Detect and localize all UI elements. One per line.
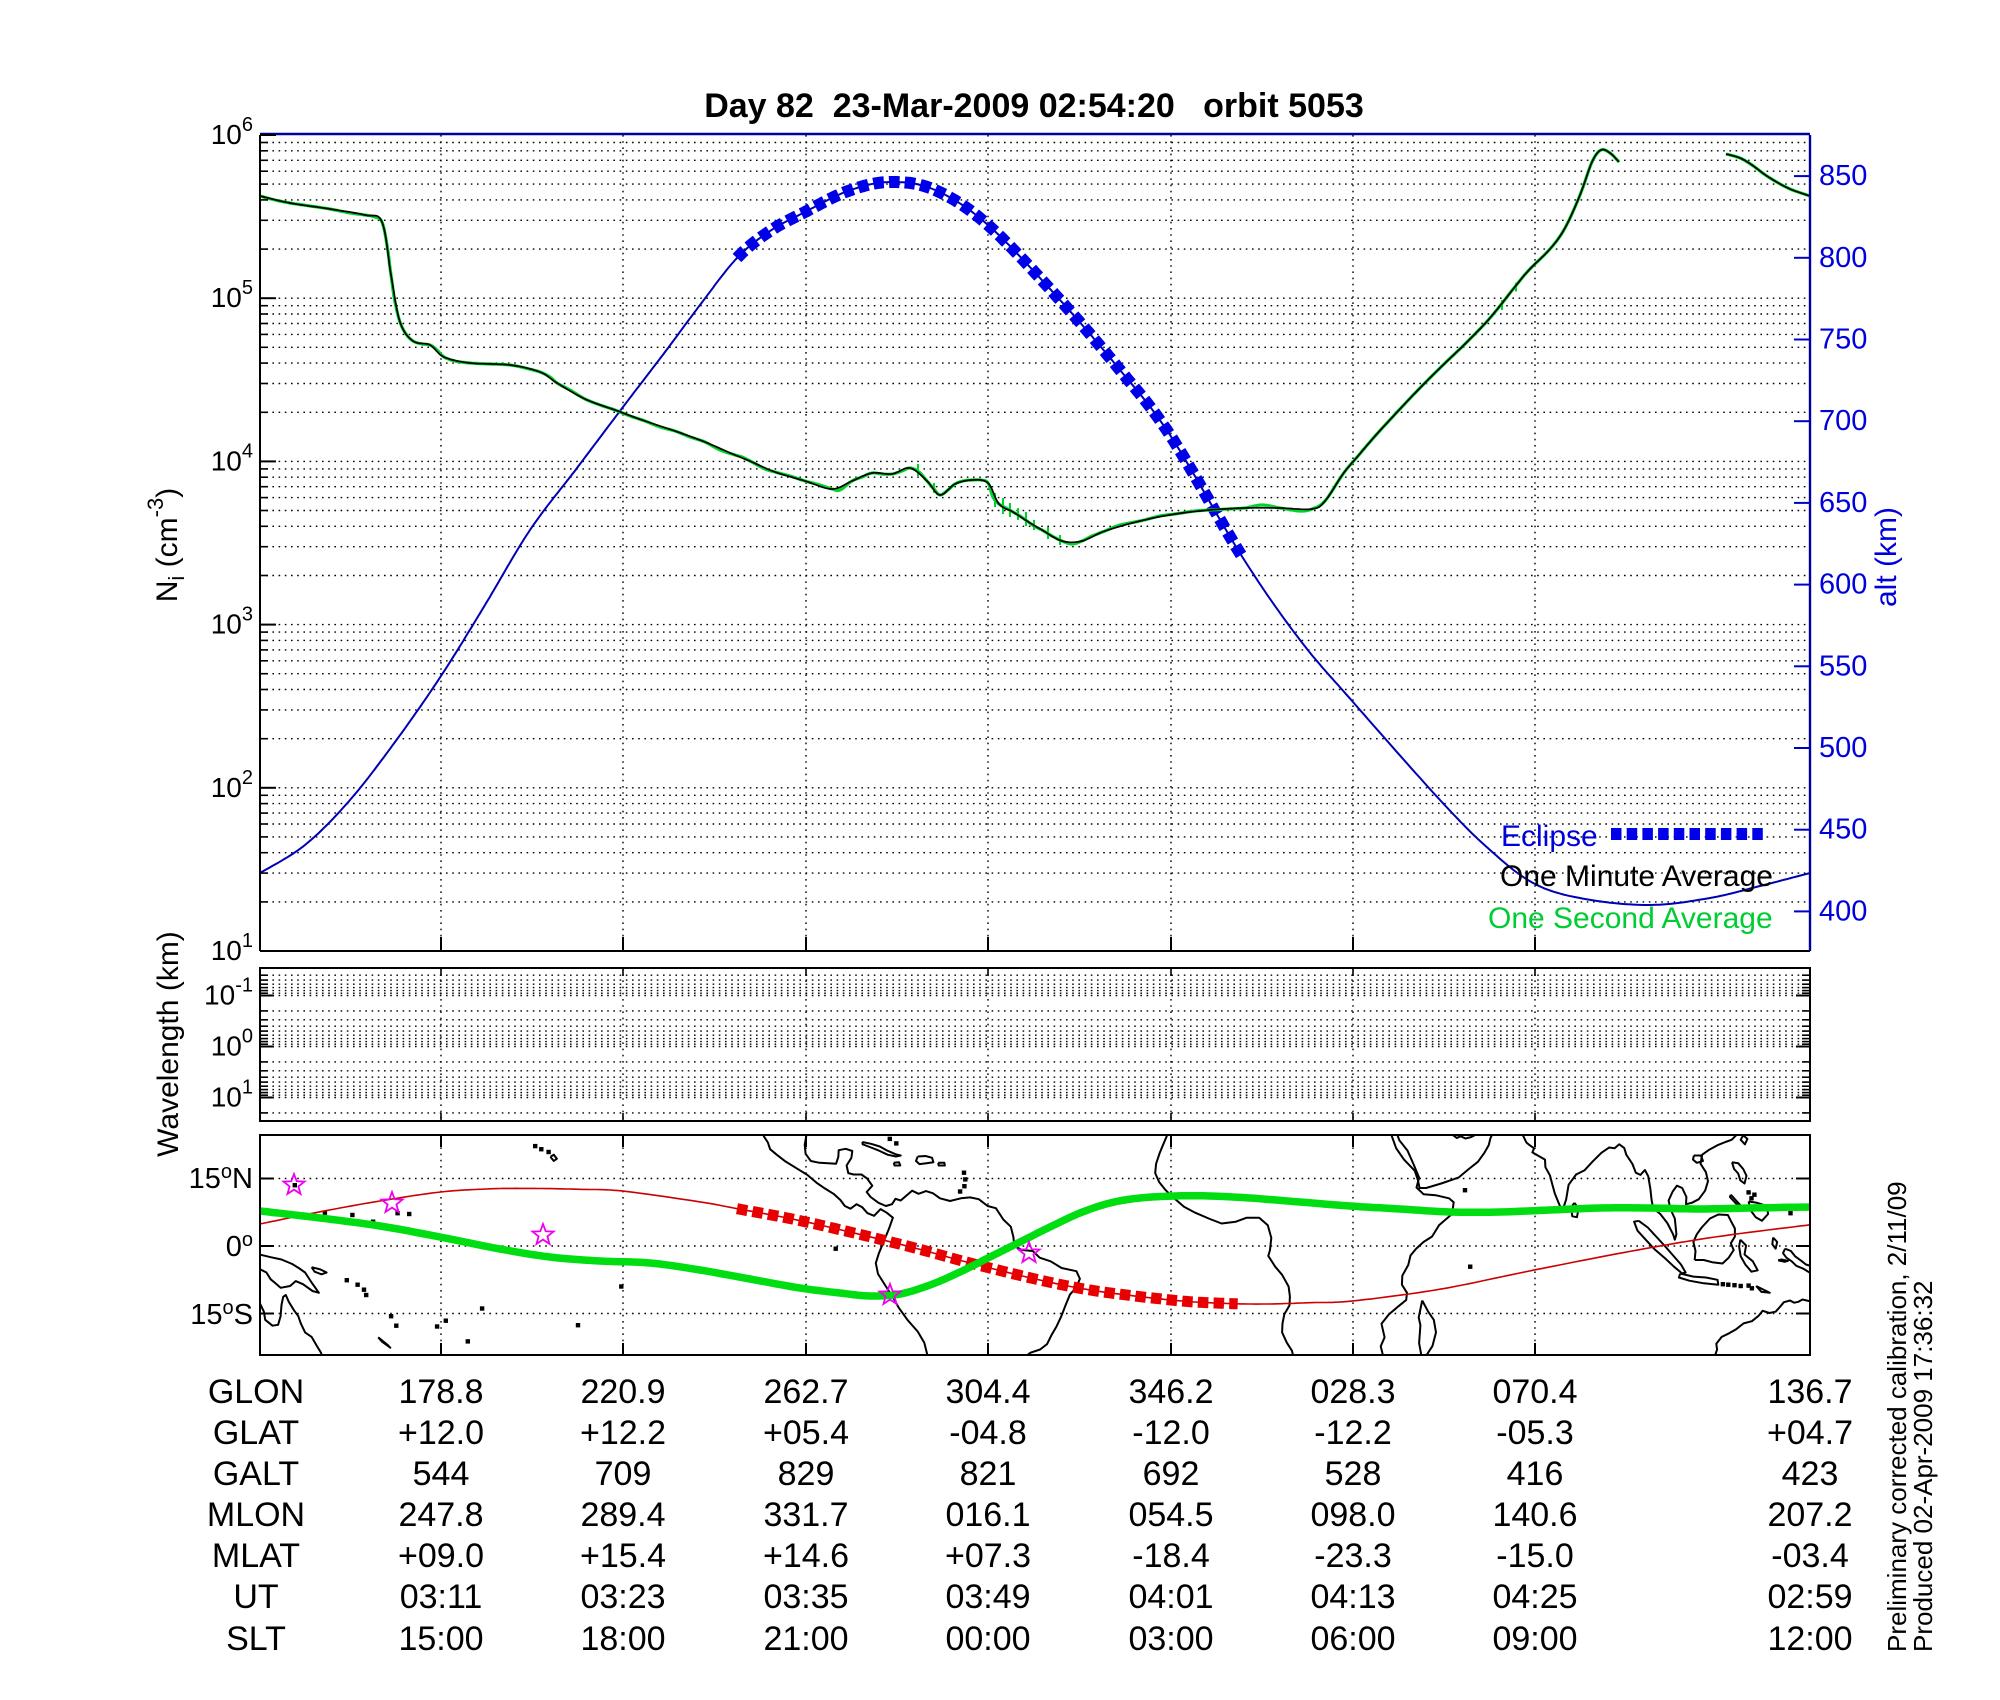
- svg-text:140.6: 140.6: [1492, 1496, 1577, 1534]
- svg-text:100: 100: [211, 1026, 253, 1062]
- svg-text:GALT: GALT: [213, 1455, 299, 1493]
- svg-text:750: 750: [1819, 324, 1867, 356]
- svg-text:SLT: SLT: [226, 1620, 286, 1658]
- svg-text:06:00: 06:00: [1310, 1620, 1395, 1658]
- svg-text:+12.2: +12.2: [580, 1414, 666, 1452]
- svg-text:416: 416: [1507, 1455, 1564, 1493]
- svg-text:+12.0: +12.0: [398, 1414, 484, 1452]
- svg-text:800: 800: [1819, 242, 1867, 274]
- svg-text:21:00: 21:00: [763, 1620, 848, 1658]
- svg-text:346.2: 346.2: [1128, 1373, 1213, 1411]
- svg-text:One Second Average: One Second Average: [1488, 902, 1773, 935]
- svg-text:500: 500: [1819, 732, 1867, 764]
- svg-text:alt (km): alt (km): [1870, 507, 1903, 607]
- svg-text:220.9: 220.9: [580, 1373, 665, 1411]
- svg-text:028.3: 028.3: [1310, 1373, 1395, 1411]
- svg-text:+09.0: +09.0: [398, 1537, 484, 1575]
- svg-text:Wavelength (km): Wavelength (km): [152, 931, 185, 1157]
- svg-text:016.1: 016.1: [945, 1496, 1030, 1534]
- svg-text:700: 700: [1819, 405, 1867, 437]
- svg-text:600: 600: [1819, 569, 1867, 601]
- svg-text:+05.4: +05.4: [763, 1414, 849, 1452]
- svg-text:GLON: GLON: [208, 1373, 304, 1411]
- svg-text:04:13: 04:13: [1310, 1578, 1395, 1616]
- svg-text:544: 544: [413, 1455, 470, 1493]
- svg-text:-12.0: -12.0: [1132, 1414, 1210, 1452]
- svg-text:054.5: 054.5: [1128, 1496, 1213, 1534]
- svg-text:02:59: 02:59: [1767, 1578, 1852, 1616]
- svg-text:709: 709: [595, 1455, 652, 1493]
- svg-text:15:00: 15:00: [398, 1620, 483, 1658]
- svg-text:18:00: 18:00: [580, 1620, 665, 1658]
- svg-text:-18.4: -18.4: [1132, 1537, 1210, 1575]
- svg-text:GLAT: GLAT: [213, 1414, 299, 1452]
- svg-text:-12.2: -12.2: [1314, 1414, 1392, 1452]
- svg-text:247.8: 247.8: [398, 1496, 483, 1534]
- svg-text:-05.3: -05.3: [1496, 1414, 1574, 1452]
- svg-text:289.4: 289.4: [580, 1496, 665, 1534]
- svg-text:One Minute Average: One Minute Average: [1500, 860, 1773, 893]
- svg-text:450: 450: [1819, 814, 1867, 846]
- svg-text:692: 692: [1143, 1455, 1200, 1493]
- svg-text:Produced 02-Apr-2009 17:36:32: Produced 02-Apr-2009 17:36:32: [1908, 1281, 1938, 1653]
- svg-text:UT: UT: [233, 1578, 278, 1616]
- svg-text:00:00: 00:00: [945, 1620, 1030, 1658]
- svg-text:331.7: 331.7: [763, 1496, 848, 1534]
- svg-text:03:49: 03:49: [945, 1578, 1030, 1616]
- svg-text:15oN: 15oN: [189, 1161, 253, 1195]
- svg-text:528: 528: [1325, 1455, 1382, 1493]
- svg-text:-15.0: -15.0: [1496, 1537, 1574, 1575]
- svg-text:304.4: 304.4: [945, 1373, 1030, 1411]
- svg-text:-03.4: -03.4: [1771, 1537, 1849, 1575]
- svg-text:262.7: 262.7: [763, 1373, 848, 1411]
- svg-text:MLON: MLON: [207, 1496, 305, 1534]
- svg-text:Day 82 23-Mar-2009 02:54:20: Day 82 23-Mar-2009 02:54:20 orbit 5053: [704, 87, 1364, 125]
- svg-text:+14.6: +14.6: [763, 1537, 849, 1575]
- svg-text:Eclipse: Eclipse: [1501, 820, 1598, 853]
- svg-text:400: 400: [1819, 895, 1867, 927]
- svg-text:03:00: 03:00: [1128, 1620, 1213, 1658]
- svg-text:12:00: 12:00: [1767, 1620, 1852, 1658]
- svg-text:+15.4: +15.4: [580, 1537, 666, 1575]
- svg-text:423: 423: [1782, 1455, 1839, 1493]
- svg-text:650: 650: [1819, 487, 1867, 519]
- svg-text:850: 850: [1819, 160, 1867, 192]
- svg-text:03:35: 03:35: [763, 1578, 848, 1616]
- svg-text:550: 550: [1819, 650, 1867, 682]
- svg-text:+07.3: +07.3: [945, 1537, 1031, 1575]
- svg-text:-04.8: -04.8: [949, 1414, 1027, 1452]
- svg-text:03:23: 03:23: [580, 1578, 665, 1616]
- svg-text:136.7: 136.7: [1767, 1373, 1852, 1411]
- svg-text:098.0: 098.0: [1310, 1496, 1395, 1534]
- svg-text:829: 829: [778, 1455, 835, 1493]
- svg-text:Preliminary corrected calibrat: Preliminary corrected calibration, 2/11/…: [1882, 1181, 1912, 1652]
- svg-text:04:01: 04:01: [1128, 1578, 1213, 1616]
- svg-text:04:25: 04:25: [1492, 1578, 1577, 1616]
- svg-text:03:11: 03:11: [400, 1578, 483, 1616]
- svg-text:+04.7: +04.7: [1767, 1414, 1853, 1452]
- svg-text:09:00: 09:00: [1492, 1620, 1577, 1658]
- svg-text:207.2: 207.2: [1767, 1496, 1852, 1534]
- svg-text:MLAT: MLAT: [212, 1537, 300, 1575]
- svg-text:821: 821: [960, 1455, 1017, 1493]
- svg-text:178.8: 178.8: [398, 1373, 483, 1411]
- svg-text:-23.3: -23.3: [1314, 1537, 1392, 1575]
- svg-text:15oS: 15oS: [190, 1297, 253, 1331]
- svg-text:070.4: 070.4: [1492, 1373, 1577, 1411]
